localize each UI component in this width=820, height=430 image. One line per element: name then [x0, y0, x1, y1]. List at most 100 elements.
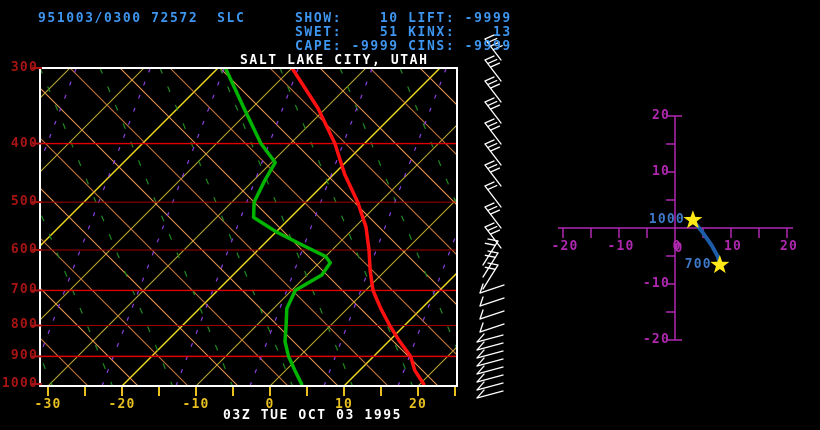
- wind-barb: [476, 349, 504, 359]
- mixing-ratio-line: [101, 69, 225, 385]
- pressure-axis-label: 600: [10, 241, 38, 257]
- wind-barb: [484, 181, 502, 208]
- pressure-axis-label: 900: [10, 348, 38, 364]
- wind-barb: [484, 160, 502, 187]
- dry-adiabat-line: [41, 288, 138, 385]
- isotherm-line: [48, 69, 366, 385]
- moist-adiabat-line: [99, 69, 233, 385]
- pressure-axis-label: 500: [10, 194, 38, 210]
- station-id-line: 951003/0300 72572 SLC: [38, 11, 246, 26]
- mixing-ratio-line: [249, 69, 373, 385]
- wind-barb: [484, 55, 502, 82]
- wind-barb: [484, 139, 502, 166]
- hodograph-x-label: 10: [723, 239, 743, 254]
- hodograph-x-label: -20: [551, 239, 579, 254]
- isotherm-line: [122, 69, 440, 385]
- pressure-axis-label: 400: [10, 135, 38, 151]
- dry-adiabat-line: [0, 68, 38, 386]
- wind-barb: [479, 283, 505, 294]
- wind-barb: [484, 118, 502, 145]
- dry-adiabat-line: [120, 69, 438, 385]
- wind-barb: [476, 389, 504, 399]
- hodograph-level-label: 1000: [648, 212, 685, 228]
- mixing-ratio-line: [41, 69, 151, 354]
- hodograph: [558, 115, 793, 341]
- sounding-title: SALT LAKE CITY, UTAH: [240, 53, 429, 68]
- hodograph-origin-label: 0: [674, 241, 684, 256]
- wind-barb: [479, 322, 505, 333]
- isotherm-line: [41, 69, 292, 320]
- indices-line-2: SWET: 51 KINX: 13: [295, 25, 512, 40]
- isotherm-line: [196, 125, 456, 385]
- pressure-axis-label: 300: [10, 60, 38, 75]
- wind-barb: [484, 34, 503, 61]
- wind-barb: [479, 296, 505, 307]
- dry-adiabat-line: [41, 88, 338, 385]
- indices-line-3: CAPE: -9999 CINS: -9999: [295, 39, 512, 54]
- temp-axis-label: -30: [34, 397, 62, 412]
- dry-adiabat-line: [320, 69, 456, 205]
- dry-adiabat-line: [370, 69, 456, 155]
- wind-barb: [476, 365, 504, 375]
- moist-adiabat-line: [399, 69, 456, 204]
- dry-adiabat-line: [170, 69, 456, 355]
- temp-axis-label: 20: [408, 397, 428, 412]
- mixing-ratio-line: [41, 69, 77, 162]
- pressure-axis-label: 1000: [1, 376, 38, 392]
- hodograph-x-label: 20: [779, 239, 799, 254]
- hodograph-x-label: 0: [672, 239, 682, 254]
- mixing-ratio-line: [175, 69, 299, 385]
- moist-adiabat-line: [41, 356, 53, 385]
- pressure-axis-label: 700: [10, 282, 38, 298]
- isotherm-line: [41, 69, 218, 246]
- dry-adiabat-line: [70, 69, 388, 385]
- wind-barb: [482, 250, 499, 278]
- temp-axis-label: -10: [182, 397, 210, 412]
- mixing-ratio-line: [397, 233, 456, 385]
- wind-barb: [484, 76, 502, 103]
- temp-axis-label: 0: [265, 397, 275, 412]
- wind-barb: [482, 238, 499, 266]
- dewpoint-curve: [223, 69, 333, 385]
- wind-barb-column: [476, 34, 505, 399]
- isotherm-line: [41, 69, 144, 172]
- moist-adiabat-line: [339, 69, 456, 348]
- wind-barb: [484, 97, 502, 124]
- indices-line-1: SHOW: 10 LIFT: -9999: [295, 11, 512, 26]
- hodograph-y-label: -10: [642, 276, 670, 291]
- hodograph-y-label: -20: [642, 332, 670, 347]
- hodograph-x-label: -10: [607, 239, 635, 254]
- dry-adiabat-line: [41, 138, 288, 385]
- wind-barb: [476, 333, 504, 343]
- wind-barb: [476, 381, 504, 391]
- wind-barb: [476, 373, 504, 383]
- dry-adiabat-line: [41, 338, 88, 385]
- mixing-ratio-line: [0, 68, 2, 386]
- wind-barb: [484, 202, 502, 229]
- skewt-grid: [0, 68, 820, 386]
- dry-adiabat-line: [41, 188, 238, 385]
- dry-adiabat-line: [220, 69, 456, 305]
- wind-barb: [476, 357, 504, 367]
- temp-axis-label: 10: [334, 397, 354, 412]
- wind-barb: [479, 309, 505, 320]
- hodograph-y-label: 20: [651, 108, 670, 123]
- pressure-axis-label: 800: [10, 317, 38, 333]
- moist-adiabat-line: [159, 69, 293, 385]
- mixing-ratio-line: [323, 69, 447, 385]
- pressure-level-star: [710, 255, 730, 274]
- temp-axis-label: -20: [108, 397, 136, 412]
- hodograph-level-label: 700: [684, 256, 712, 272]
- dry-adiabat-line: [420, 69, 456, 105]
- moist-adiabat-line: [520, 68, 653, 386]
- wind-barb: [482, 262, 499, 290]
- hodograph-y-label: 10: [651, 164, 670, 179]
- isotherm-line: [566, 68, 820, 386]
- temperature-curve: [290, 69, 426, 385]
- dry-adiabat-line: [41, 238, 188, 385]
- plot-border: [39, 67, 458, 387]
- pressure-level-star: [683, 210, 703, 229]
- wind-barb: [476, 341, 504, 351]
